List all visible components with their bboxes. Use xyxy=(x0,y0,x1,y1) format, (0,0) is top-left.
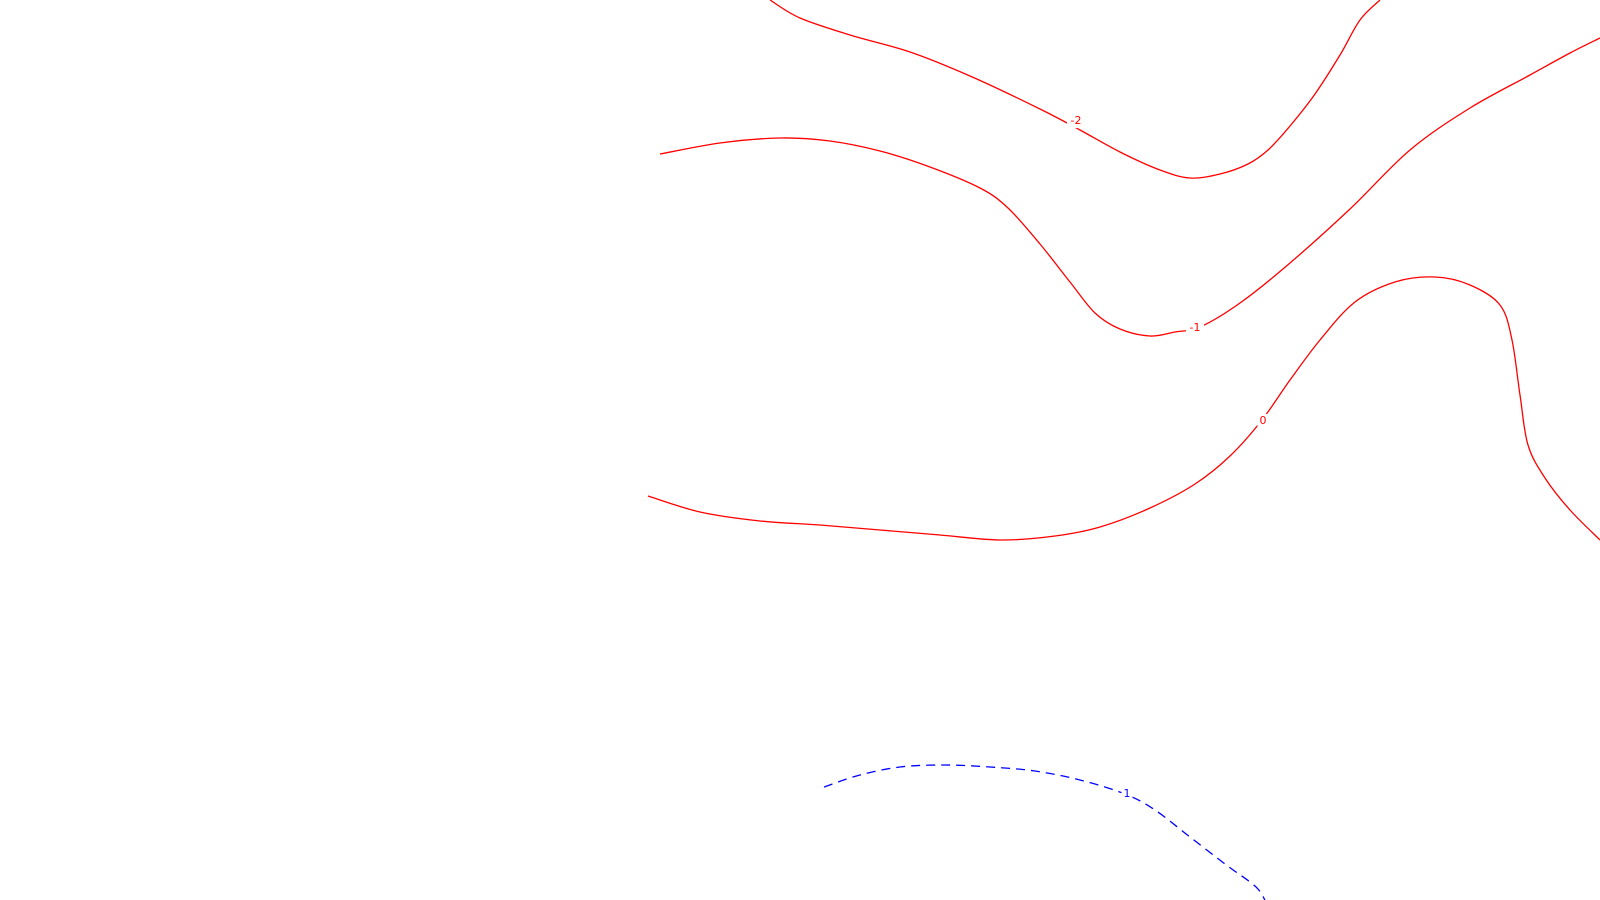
contour-label-text: -2 xyxy=(1071,114,1082,127)
contour-line-level-neg2 xyxy=(769,0,1381,179)
contour-line-level-1 xyxy=(823,764,1266,900)
contour-label-background xyxy=(1121,787,1133,801)
contour-line-level-0 xyxy=(647,276,1600,541)
contour-label-background xyxy=(1257,414,1269,428)
contour-lines xyxy=(647,0,1600,900)
contour-label-1: 1 xyxy=(1121,787,1133,801)
contour-label-background xyxy=(1067,114,1085,128)
contour-label-neg2: -2 xyxy=(1067,114,1085,128)
contour-label-0: 0 xyxy=(1257,414,1269,428)
contour-label-text: 0 xyxy=(1260,414,1267,427)
contour-label-text: 1 xyxy=(1124,787,1131,800)
contour-line-level-neg1 xyxy=(659,37,1600,337)
contour-labels: -2 -1 0 1 xyxy=(1067,114,1269,801)
contour-label-text: -1 xyxy=(1190,321,1201,334)
contour-label-neg1: -1 xyxy=(1186,321,1204,335)
contour-label-background xyxy=(1186,321,1204,335)
